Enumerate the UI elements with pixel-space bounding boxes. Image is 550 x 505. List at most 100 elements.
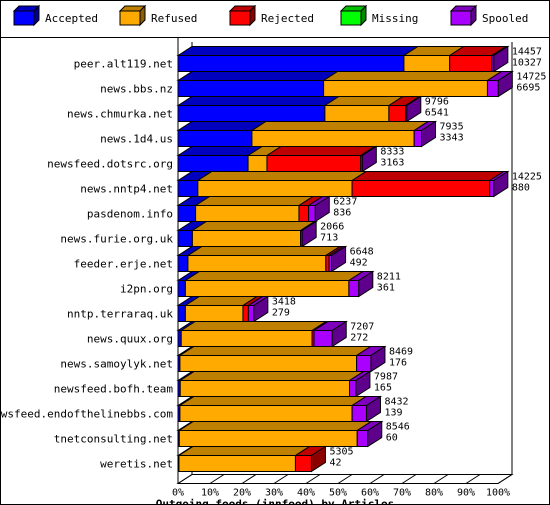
bar-segment-rejected — [294, 455, 312, 472]
bar-side — [406, 95, 422, 123]
bar-segment-spooled — [313, 330, 333, 347]
x-tick-label: 30% — [265, 488, 283, 499]
data-label-accepted: 713 — [320, 233, 338, 244]
x-tick-mark — [401, 474, 417, 484]
bar-segment-refused — [184, 280, 350, 297]
bar-segment-refused — [324, 105, 390, 122]
bar-top-rejected — [265, 146, 377, 156]
data-label-total: 8469 — [389, 347, 413, 358]
category-label: i2pn.org — [120, 283, 173, 296]
bar-top-refused — [183, 271, 365, 281]
x-tick-label: 50% — [329, 488, 347, 499]
x-tick-mark — [369, 474, 385, 484]
bar-top-refused — [178, 371, 366, 381]
legend-label: Spooled — [482, 12, 528, 25]
data-label-accepted: 836 — [333, 208, 351, 219]
bar-segment-rejected — [242, 305, 249, 322]
bar-side — [331, 320, 347, 348]
x-tick-mark — [433, 474, 449, 484]
legend-item-rejected: Rejected — [228, 4, 314, 27]
bar-top-refused — [193, 196, 315, 206]
bar-segment-rejected — [298, 205, 310, 222]
data-label-total: 14225 — [512, 172, 542, 183]
bar-segment-spooled — [351, 405, 367, 422]
plot-area: 0% 10% 20% 30% 40% 50% 60% 70% 80% 90% 100% Outgoin… — [1, 38, 546, 505]
bar-segment-refused — [179, 355, 358, 372]
legend-swatch — [119, 10, 141, 26]
bar-side — [310, 445, 326, 473]
bar-side — [253, 295, 269, 323]
bar-side — [493, 170, 509, 198]
bar-top-refused — [178, 396, 368, 406]
bar-segment-refused — [251, 130, 415, 147]
data-label-total: 8211 — [377, 272, 401, 283]
bar-segment-refused — [179, 405, 353, 422]
data-label-total: 14725 — [516, 72, 546, 83]
category-label: news.nntp4.net — [80, 183, 173, 196]
bar-segment-spooled — [308, 205, 316, 222]
bar-segment-accepted — [177, 180, 199, 197]
x-tick-mark — [209, 474, 225, 484]
legend-label: Missing — [372, 12, 418, 25]
data-label-accepted: 3343 — [440, 133, 464, 144]
bar-side — [365, 395, 381, 423]
bar-segment-spooled — [247, 305, 255, 322]
bar-top-accepted — [176, 121, 268, 131]
legend-swatch — [340, 10, 362, 26]
category-label: tnetconsulting.net — [54, 433, 173, 446]
x-tick-label: 70% — [393, 488, 411, 499]
data-label-total: 8432 — [384, 397, 408, 408]
bar-top-refused — [179, 321, 328, 331]
bar-segment-accepted — [177, 80, 325, 97]
bar-segment-refused — [180, 330, 313, 347]
x-tick-mark — [497, 474, 513, 484]
bar-segment-refused — [187, 255, 327, 272]
data-label-accepted: 60 — [386, 433, 398, 444]
data-label-accepted: 139 — [384, 408, 402, 419]
bar-side — [497, 70, 513, 98]
x-tick-label: 60% — [361, 488, 379, 499]
bar-segment-spooled — [486, 80, 499, 97]
x-tick-label: 10% — [201, 488, 219, 499]
data-label-total: 5305 — [329, 447, 353, 458]
x-axis-label: Outgoing feeds (innfeed) by Articles — [156, 498, 394, 505]
bar-top-refused — [196, 171, 368, 181]
bar-segment-rejected — [449, 55, 493, 72]
bar-segment-accepted — [177, 255, 189, 272]
bar-side — [370, 345, 386, 373]
x-tick-label: 90% — [457, 488, 475, 499]
data-label-accepted: 279 — [272, 308, 290, 319]
data-label-total: 8333 — [380, 147, 404, 158]
legend-item-spooled: Spooled — [449, 4, 528, 27]
bar-side — [361, 145, 377, 173]
bar-side — [314, 195, 330, 223]
legend-item-missing: Missing — [339, 4, 418, 27]
legend-swatch — [13, 10, 35, 26]
bar-segment-refused — [179, 380, 351, 397]
legend-item-refused: Refused — [118, 4, 197, 27]
data-label-total: 14457 — [512, 47, 542, 58]
bar-segment-refused — [247, 155, 268, 172]
x-tick-label: 40% — [297, 488, 315, 499]
bar-segment-refused — [323, 80, 488, 97]
bar-top-refused — [190, 221, 317, 231]
data-label-total: 6648 — [350, 247, 374, 258]
data-label-accepted: 880 — [512, 183, 530, 194]
category-label: news.1d4.us — [100, 133, 173, 146]
bar-segment-accepted — [177, 155, 249, 172]
x-tick-label: 80% — [425, 488, 443, 499]
category-label: news.samoylyk.net — [60, 358, 173, 371]
x-tick-mark — [465, 474, 481, 484]
bar-segment-rejected — [266, 155, 362, 172]
data-label-accepted: 42 — [329, 458, 341, 469]
category-label: feeder.erje.net — [74, 258, 173, 271]
bar-top-refused — [321, 71, 504, 81]
x-tick-mark — [177, 474, 193, 484]
